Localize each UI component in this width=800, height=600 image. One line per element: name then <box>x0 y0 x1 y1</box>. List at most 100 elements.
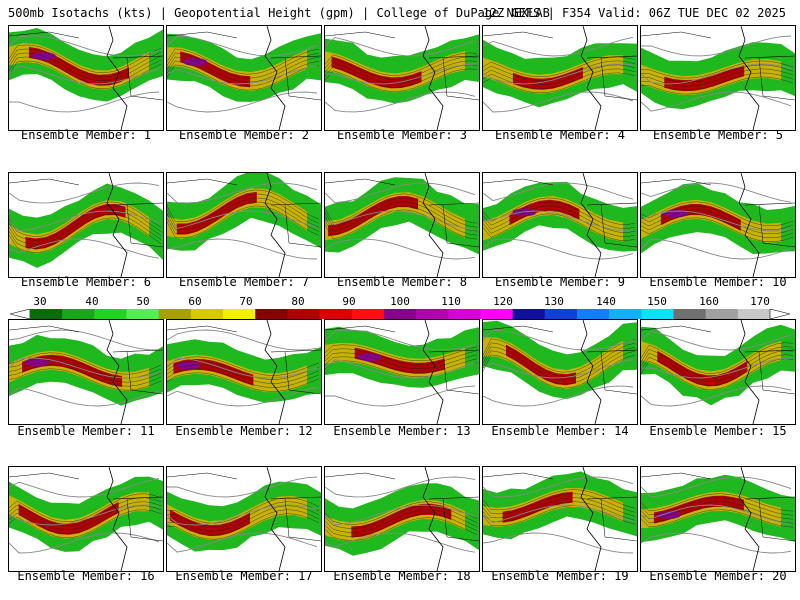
colorbar-tick-label: 120 <box>493 295 513 308</box>
height-contour <box>167 35 318 57</box>
colorbar-arrow-right <box>769 309 790 319</box>
isotach-line <box>641 493 794 512</box>
border-line <box>112 55 163 59</box>
isotach-line <box>9 52 162 82</box>
state-border <box>442 57 479 101</box>
isotach-line <box>483 342 636 377</box>
ensemble-member-label: Ensemble Member: 3 <box>336 128 468 142</box>
colorbar-segment <box>705 309 739 319</box>
ensemble-panel <box>166 319 322 425</box>
isotach-line <box>641 217 794 243</box>
isotach-line <box>167 513 320 540</box>
ensemble-panel <box>482 25 638 131</box>
ensemble-member-label: Ensemble Member: 10 <box>649 275 787 289</box>
isotach-line <box>9 209 162 245</box>
isotach-line <box>9 509 162 539</box>
isotach-line <box>641 205 794 231</box>
coastline <box>738 467 760 571</box>
isotach-line <box>483 197 636 225</box>
isotach-map <box>9 467 163 571</box>
state-border <box>600 204 637 248</box>
coastline <box>264 173 286 277</box>
isotach-map <box>641 173 795 277</box>
state-border <box>126 204 163 248</box>
isotach-line <box>9 217 162 253</box>
isotach-line <box>9 364 162 387</box>
isotach-map <box>483 467 637 571</box>
height-contour <box>325 210 476 231</box>
height-contour <box>483 359 634 379</box>
height-contour <box>167 532 318 553</box>
ensemble-member-label: Ensemble Member: 14 <box>491 424 629 438</box>
coastline <box>106 26 128 130</box>
wind-band-green <box>167 33 321 102</box>
border-line <box>270 55 321 59</box>
isotach-line <box>325 201 478 232</box>
border-line <box>270 349 321 353</box>
wind-band-yellow <box>167 47 307 92</box>
isotach-line <box>483 497 636 519</box>
colorbar-segment <box>480 309 513 319</box>
height-contour <box>325 63 476 85</box>
isotach-line <box>641 64 794 83</box>
coastline <box>422 26 444 130</box>
border-line <box>744 496 795 500</box>
isotach-line <box>167 56 320 83</box>
isotach-line <box>167 60 320 87</box>
isotach-map <box>167 26 321 130</box>
land-outline <box>9 325 80 333</box>
border-line <box>586 55 637 59</box>
border-line <box>428 55 479 59</box>
isotach-line <box>167 201 320 235</box>
isotach-line <box>325 205 478 236</box>
height-contour <box>167 357 318 379</box>
height-contour <box>167 238 318 260</box>
isotach-line <box>167 505 320 532</box>
ensemble-member-label: Ensemble Member: 12 <box>175 424 313 438</box>
colorbar-segment <box>512 309 546 319</box>
jet-core <box>170 509 250 537</box>
isotach-line <box>483 68 636 90</box>
coastline <box>106 173 128 277</box>
state-border <box>284 498 321 542</box>
land-outline <box>641 178 712 186</box>
state-border <box>284 204 321 248</box>
map-header: 500mb Isotachs (kts) | Geopotential Heig… <box>0 0 800 24</box>
ensemble-panel <box>8 466 164 572</box>
isotach-map <box>9 26 163 130</box>
isotach-line <box>9 60 162 90</box>
isotach-line <box>167 364 320 384</box>
height-contour <box>483 329 634 351</box>
isotach-line <box>167 52 320 79</box>
state-border <box>600 351 637 395</box>
colorbar-tick-label: 40 <box>85 295 99 308</box>
map-title: 500mb Isotachs (kts) | Geopotential Heig… <box>8 6 550 20</box>
height-contour <box>167 386 318 407</box>
isotach-line <box>9 48 162 78</box>
wind-band-yellow <box>641 491 781 529</box>
isotach-line <box>325 56 478 80</box>
isotach-line <box>325 505 478 529</box>
isotach-line <box>641 201 794 227</box>
isotach-line <box>167 360 320 380</box>
isotach-line <box>9 44 162 74</box>
colorbar-segment <box>158 309 192 319</box>
height-contour <box>641 476 792 498</box>
ensemble-member-label: Ensemble Member: 4 <box>494 128 626 142</box>
isotach-map <box>167 173 321 277</box>
ensemble-panel <box>324 319 480 425</box>
state-border <box>758 204 795 248</box>
state-border <box>284 57 321 101</box>
isotach-line <box>9 352 162 375</box>
isotach-line <box>483 209 636 237</box>
coastline <box>738 173 760 277</box>
jet-core <box>509 199 580 226</box>
ensemble-member-label: Ensemble Member: 17 <box>175 569 313 583</box>
colorbar-segment <box>383 309 417 319</box>
height-contour <box>641 35 792 57</box>
wind-band-green <box>641 324 795 406</box>
height-contour <box>641 91 792 112</box>
isotach-line <box>167 205 320 239</box>
height-contour <box>167 329 318 351</box>
isotach-line <box>325 352 478 370</box>
